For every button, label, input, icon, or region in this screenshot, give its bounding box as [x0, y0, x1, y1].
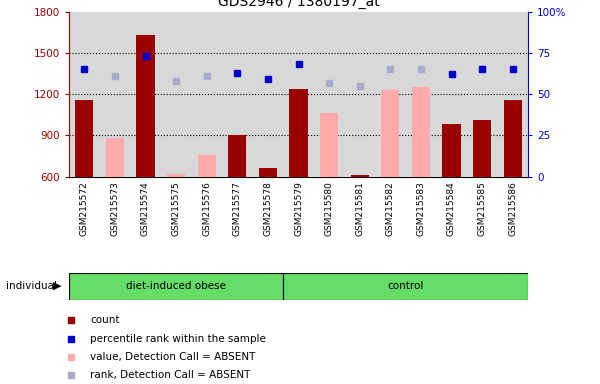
Text: GSM215578: GSM215578: [263, 182, 272, 236]
Bar: [473, 120, 491, 177]
Text: individual: individual: [6, 281, 57, 291]
Bar: [289, 89, 308, 177]
Text: GSM215586: GSM215586: [508, 182, 517, 236]
Bar: [283, 273, 528, 300]
Text: GSM215581: GSM215581: [355, 182, 364, 236]
Text: GSM215584: GSM215584: [447, 182, 456, 236]
Text: ▶: ▶: [53, 281, 61, 291]
Text: GSM215577: GSM215577: [233, 182, 242, 236]
Text: GSM215583: GSM215583: [416, 182, 425, 236]
Text: rank, Detection Call = ABSENT: rank, Detection Call = ABSENT: [90, 370, 250, 380]
Text: control: control: [388, 281, 424, 291]
Text: GSM215579: GSM215579: [294, 182, 303, 236]
Text: diet-induced obese: diet-induced obese: [126, 281, 226, 291]
Bar: [350, 175, 369, 177]
Bar: [167, 174, 185, 177]
Title: GDS2946 / 1380197_at: GDS2946 / 1380197_at: [218, 0, 379, 9]
Bar: [136, 35, 155, 177]
Bar: [259, 168, 277, 177]
Bar: [106, 138, 124, 177]
Bar: [75, 99, 94, 177]
Text: GSM215575: GSM215575: [172, 182, 181, 236]
Text: count: count: [90, 315, 119, 325]
Text: GSM215585: GSM215585: [478, 182, 487, 236]
Bar: [228, 136, 247, 177]
Bar: [381, 90, 400, 177]
Text: GSM215580: GSM215580: [325, 182, 334, 236]
Text: percentile rank within the sample: percentile rank within the sample: [90, 334, 266, 344]
Text: GSM215582: GSM215582: [386, 182, 395, 236]
Bar: [412, 87, 430, 177]
Bar: [503, 100, 522, 177]
Bar: [197, 155, 216, 177]
Text: GSM215576: GSM215576: [202, 182, 211, 236]
Bar: [69, 273, 283, 300]
Bar: [442, 124, 461, 177]
Bar: [320, 113, 338, 177]
Text: GSM215572: GSM215572: [80, 182, 89, 236]
Text: value, Detection Call = ABSENT: value, Detection Call = ABSENT: [90, 352, 256, 362]
Text: GSM215573: GSM215573: [110, 182, 119, 236]
Text: GSM215574: GSM215574: [141, 182, 150, 236]
